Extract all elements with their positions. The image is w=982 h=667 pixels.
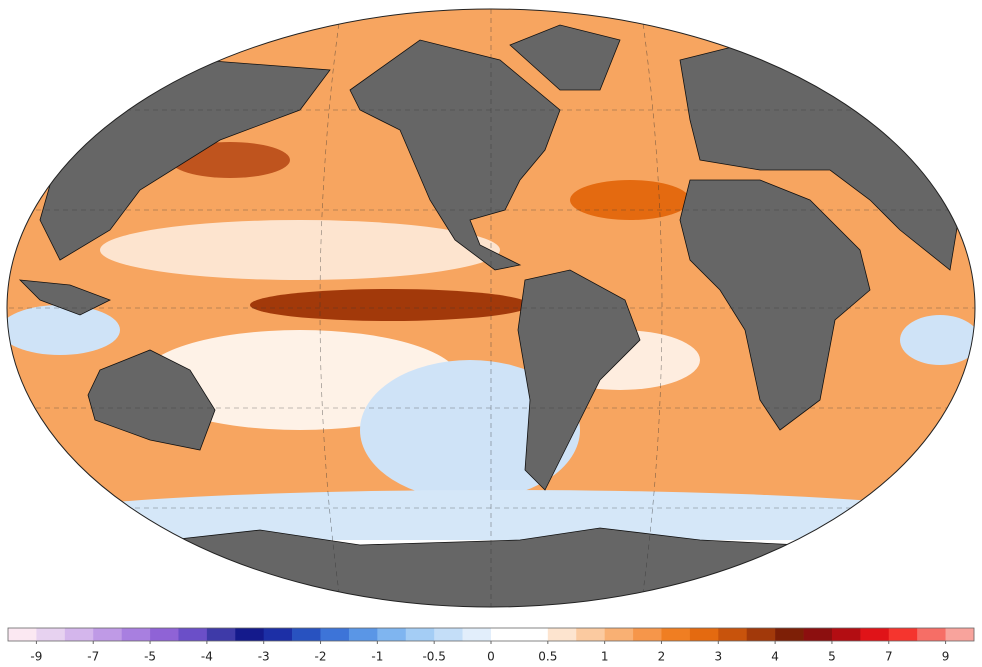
colorbar-swatch (121, 628, 151, 641)
colorbar-swatch (206, 628, 236, 641)
colorbar-swatch (689, 628, 719, 641)
anomaly-patch (250, 289, 530, 321)
anomaly-patch (7, 305, 120, 355)
colorbar-swatch (718, 628, 748, 641)
south-america (517, 269, 641, 491)
colorbar-tick-label: -9 (30, 650, 42, 664)
colorbar-tick-label: -0.5 (422, 650, 445, 664)
colorbar-tick-label: -3 (258, 650, 270, 664)
colorbar-swatch (661, 628, 691, 641)
colorbar-swatch (945, 628, 975, 641)
greenland (509, 24, 621, 91)
colorbar-swatch (604, 628, 634, 641)
anomaly-patch (570, 180, 690, 220)
colorbar-tick-label: -7 (87, 650, 99, 664)
colorbar-swatch (831, 628, 861, 641)
colorbar-tick-label: 4 (771, 650, 779, 664)
colorbar-swatch (292, 628, 321, 641)
colorbar-swatch (150, 628, 179, 641)
africa (679, 179, 871, 431)
colorbar-swatch (888, 628, 918, 641)
colorbar-swatch (235, 628, 265, 641)
north-america (349, 39, 561, 271)
graticule (7, 9, 975, 607)
colorbar-tick-label: 7 (885, 650, 893, 664)
colorbar-swatch (803, 628, 833, 641)
colorbar-swatch (860, 628, 890, 641)
colorbar-swatch (775, 628, 804, 641)
colorbar-swatch (576, 628, 605, 641)
colorbar-tick-label: 2 (658, 650, 666, 664)
colorbar-swatch (178, 628, 208, 641)
colorbar: -9 -7 -5 -4 -3 -2 -1 -0.5 0 0.5 1 2 3 4 5 7 9 (7, 627, 975, 664)
colorbar-swatch (491, 628, 520, 641)
colorbar-swatch (462, 628, 492, 641)
sst-anomaly-map (7, 9, 975, 607)
colorbar-swatch (93, 628, 122, 641)
colorbar-tick-label: 3 (714, 650, 722, 664)
colorbar-tick-label: -1 (371, 650, 383, 664)
colorbar-tick-label: 9 (942, 650, 950, 664)
colorbar-swatch (36, 628, 66, 641)
colorbar-tick-label: -2 (315, 650, 327, 664)
colorbar-tick-label: 5 (828, 650, 836, 664)
colorbar-tick-label: -5 (144, 650, 156, 664)
maritime-continent (18, 279, 111, 316)
australia (87, 349, 216, 451)
colorbar-swatch (547, 628, 577, 641)
colorbar-swatch (348, 628, 378, 641)
colorbar-tick-label: -4 (201, 650, 213, 664)
colorbar-tick-label: 0 (487, 650, 495, 664)
colorbar-swatch (633, 628, 662, 641)
colorbar-swatch (405, 628, 435, 641)
colorbar-tick-label: 1 (601, 650, 609, 664)
colorbar-swatch (917, 628, 946, 641)
colorbar-tick-label: 0.5 (538, 650, 557, 664)
colorbar-swatch (434, 628, 463, 641)
colorbar-swatch (377, 628, 407, 641)
anomaly-patch (900, 315, 975, 365)
anomaly-patch (100, 220, 500, 280)
colorbar-swatch (746, 628, 776, 641)
colorbar-swatch (263, 628, 293, 641)
colorbar-swatch (8, 628, 37, 641)
colorbar-swatch (519, 628, 549, 641)
colorbar-swatch (64, 628, 94, 641)
colorbar-swatch (320, 628, 350, 641)
map-outline (6, 8, 976, 608)
